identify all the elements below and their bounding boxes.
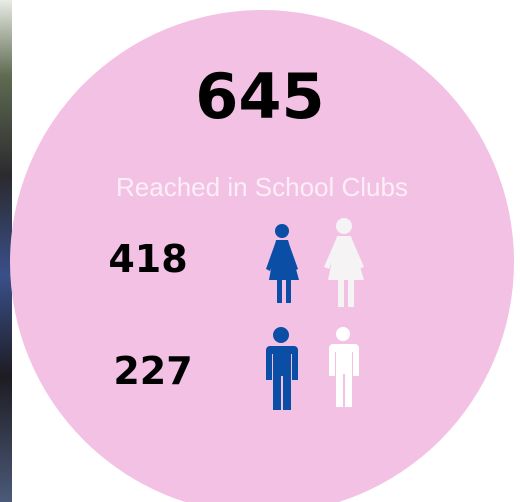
infographic: 645 Reached in School Clubs 418 227 (0, 0, 520, 502)
total-label: Reached in School Clubs (116, 172, 408, 202)
total-count: 645 (195, 60, 324, 133)
female-count: 418 (108, 237, 187, 281)
page: 645 Reached in School Clubs 418 227 (() … (0, 0, 520, 502)
background-photo (0, 0, 12, 502)
male-count: 227 (113, 349, 192, 393)
